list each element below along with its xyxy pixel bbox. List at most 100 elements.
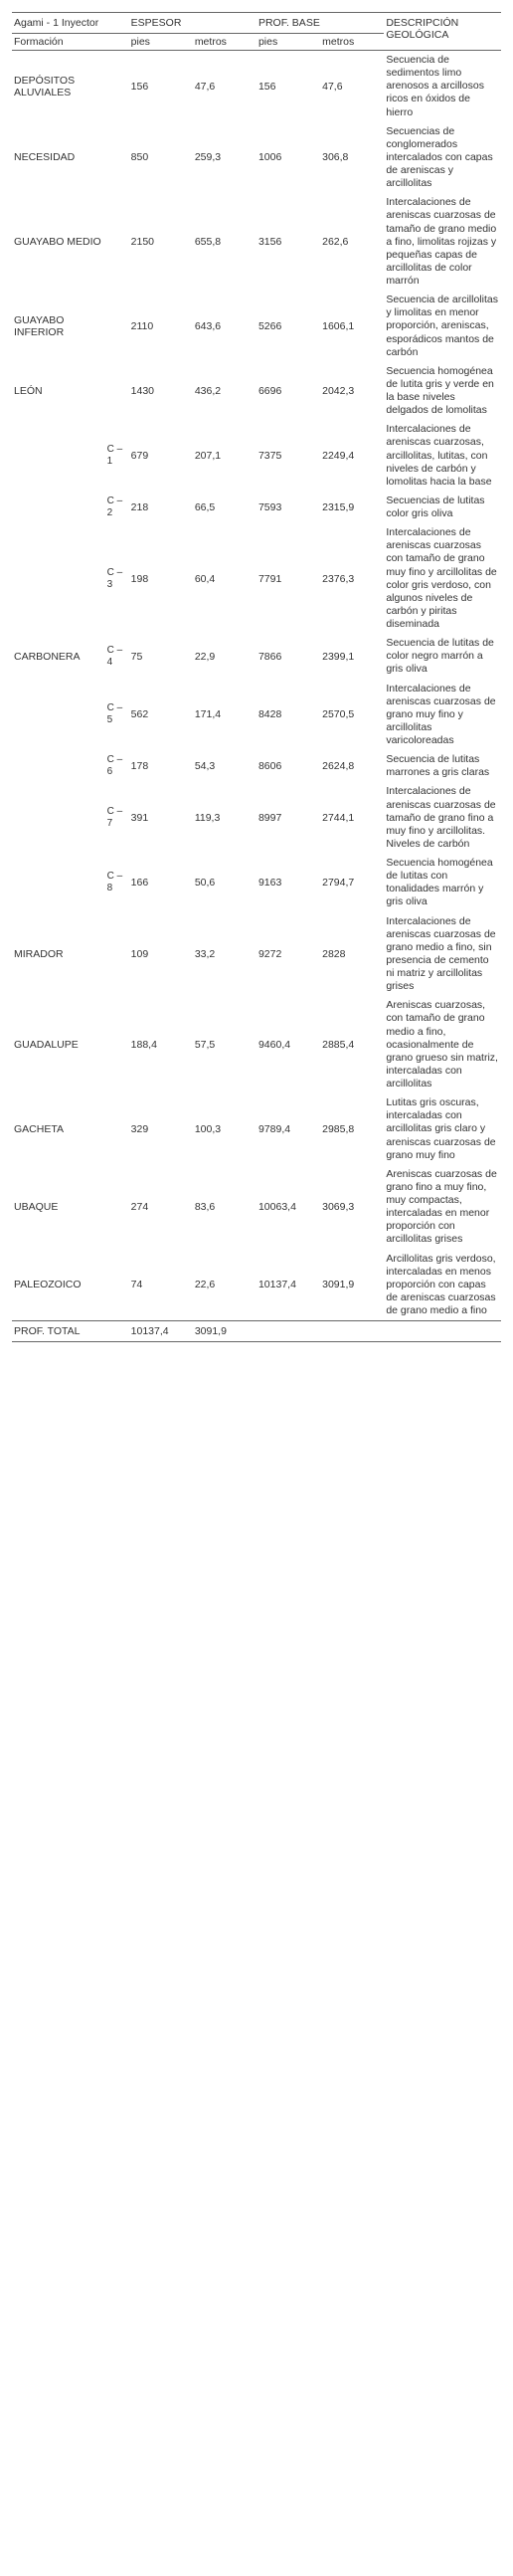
footer-metros: 3091,9 <box>193 1321 256 1342</box>
cell-sub <box>105 193 129 291</box>
cell-desc: Areniscas cuarzosas, con tamaño de grano… <box>384 996 501 1093</box>
cell-pb_m: 262,6 <box>320 193 384 291</box>
cell-esp_m: 171,4 <box>193 680 256 751</box>
cell-sub: C – 2 <box>105 492 129 523</box>
header-well: Agami - 1 Inyector <box>12 13 129 34</box>
cell-formacion: NECESIDAD <box>12 122 105 194</box>
table-row: CARBONERAC – 47522,978662399,1Secuencia … <box>12 634 501 679</box>
table-row: GUADALUPE188,457,59460,42885,4Areniscas … <box>12 996 501 1093</box>
cell-sub: C – 3 <box>105 523 129 634</box>
header-espesor: ESPESOR <box>129 13 256 34</box>
cell-pb_pies: 9163 <box>256 854 320 912</box>
cell-pb_pies: 9272 <box>256 912 320 997</box>
cell-sub: C – 7 <box>105 782 129 854</box>
table-row: UBAQUE27483,610063,43069,3Areniscas cuar… <box>12 1165 501 1250</box>
cell-pb_m: 2985,8 <box>320 1093 384 1165</box>
table-row: C – 1679207,173752249,4Intercalaciones d… <box>12 420 501 492</box>
cell-esp_m: 47,6 <box>193 51 256 122</box>
cell-formacion: GUAYABO MEDIO <box>12 193 105 291</box>
cell-pb_m: 2624,8 <box>320 750 384 782</box>
cell-formacion <box>12 420 105 492</box>
cell-formacion <box>12 492 105 523</box>
cell-sub: C – 1 <box>105 420 129 492</box>
table-row: GUAYABO INFERIOR2110643,652661606,1Secue… <box>12 291 501 362</box>
cell-esp_m: 83,6 <box>193 1165 256 1250</box>
cell-pb_pies: 10063,4 <box>256 1165 320 1250</box>
header-metros-1: metros <box>193 34 256 51</box>
cell-pb_m: 2249,4 <box>320 420 384 492</box>
cell-pb_pies: 7375 <box>256 420 320 492</box>
cell-desc: Intercalaciones de areniscas cuarzosas d… <box>384 782 501 854</box>
cell-sub <box>105 996 129 1093</box>
cell-esp_m: 119,3 <box>193 782 256 854</box>
cell-esp_m: 207,1 <box>193 420 256 492</box>
cell-pb_pies: 8606 <box>256 750 320 782</box>
cell-sub <box>105 51 129 122</box>
cell-pb_m: 2828 <box>320 912 384 997</box>
cell-pb_pies: 5266 <box>256 291 320 362</box>
cell-pb_m: 306,8 <box>320 122 384 194</box>
cell-esp_pies: 329 <box>129 1093 193 1165</box>
table-row: C – 816650,691632794,7Secuencia homogéne… <box>12 854 501 912</box>
cell-esp_pies: 218 <box>129 492 193 523</box>
cell-esp_m: 655,8 <box>193 193 256 291</box>
cell-desc: Areniscas cuarzosas de grano fino a muy … <box>384 1165 501 1250</box>
table-header-top: Agami - 1 Inyector ESPESOR PROF. BASE DE… <box>12 13 501 34</box>
cell-pb_m: 2794,7 <box>320 854 384 912</box>
cell-pb_m: 2744,1 <box>320 782 384 854</box>
cell-esp_pies: 679 <box>129 420 193 492</box>
cell-esp_m: 66,5 <box>193 492 256 523</box>
cell-sub <box>105 362 129 421</box>
cell-esp_pies: 2150 <box>129 193 193 291</box>
table-row: C – 5562171,484282570,5Intercalaciones d… <box>12 680 501 751</box>
cell-esp_pies: 850 <box>129 122 193 194</box>
cell-pb_pies: 6696 <box>256 362 320 421</box>
cell-desc: Intercalaciones de areniscas cuarzosas d… <box>384 193 501 291</box>
cell-esp_m: 22,9 <box>193 634 256 679</box>
cell-desc: Intercalaciones de areniscas cuarzosas c… <box>384 523 501 634</box>
footer-pies: 10137,4 <box>129 1321 193 1342</box>
cell-esp_pies: 166 <box>129 854 193 912</box>
cell-pb_pies: 9789,4 <box>256 1093 320 1165</box>
cell-esp_m: 57,5 <box>193 996 256 1093</box>
cell-desc: Secuencia de lutitas marrones a gris cla… <box>384 750 501 782</box>
cell-esp_pies: 178 <box>129 750 193 782</box>
cell-desc: Arcillolitas gris verdoso, intercaladas … <box>384 1250 501 1321</box>
cell-esp_pies: 74 <box>129 1250 193 1321</box>
cell-esp_pies: 156 <box>129 51 193 122</box>
cell-formacion: GUAYABO INFERIOR <box>12 291 105 362</box>
cell-esp_pies: 75 <box>129 634 193 679</box>
cell-pb_pies: 3156 <box>256 193 320 291</box>
cell-sub <box>105 122 129 194</box>
cell-formacion: MIRADOR <box>12 912 105 997</box>
cell-esp_m: 22,6 <box>193 1250 256 1321</box>
cell-esp_m: 100,3 <box>193 1093 256 1165</box>
cell-esp_m: 643,6 <box>193 291 256 362</box>
cell-pb_m: 2376,3 <box>320 523 384 634</box>
cell-formacion: GACHETA <box>12 1093 105 1165</box>
cell-esp_pies: 562 <box>129 680 193 751</box>
cell-esp_m: 436,2 <box>193 362 256 421</box>
cell-pb_m: 3069,3 <box>320 1165 384 1250</box>
cell-esp_pies: 2110 <box>129 291 193 362</box>
cell-esp_pies: 1430 <box>129 362 193 421</box>
table-row: GUAYABO MEDIO 2150655,83156262,6Intercala… <box>12 193 501 291</box>
cell-desc: Secuencia de sedimentos limo arenosos a … <box>384 51 501 122</box>
table-row: MIRADOR10933,292722828Intercalaciones de… <box>12 912 501 997</box>
geology-table: Agami - 1 Inyector ESPESOR PROF. BASE DE… <box>12 12 501 1342</box>
cell-pb_m: 2315,9 <box>320 492 384 523</box>
cell-esp_m: 60,4 <box>193 523 256 634</box>
cell-desc: Secuencia de arcillolitas y limolitas en… <box>384 291 501 362</box>
cell-formacion: PALEOZOICO <box>12 1250 105 1321</box>
cell-pb_pies: 10137,4 <box>256 1250 320 1321</box>
cell-esp_pies: 198 <box>129 523 193 634</box>
cell-pb_pies: 7866 <box>256 634 320 679</box>
cell-desc: Intercalaciones de areniscas cuarzosas, … <box>384 420 501 492</box>
header-formacion: Formación <box>12 34 129 51</box>
cell-sub: C – 8 <box>105 854 129 912</box>
cell-sub <box>105 291 129 362</box>
table-row: C – 221866,575932315,9Secuencias de luti… <box>12 492 501 523</box>
cell-pb_pies: 156 <box>256 51 320 122</box>
cell-formacion: LEÓN <box>12 362 105 421</box>
cell-sub: C – 4 <box>105 634 129 679</box>
